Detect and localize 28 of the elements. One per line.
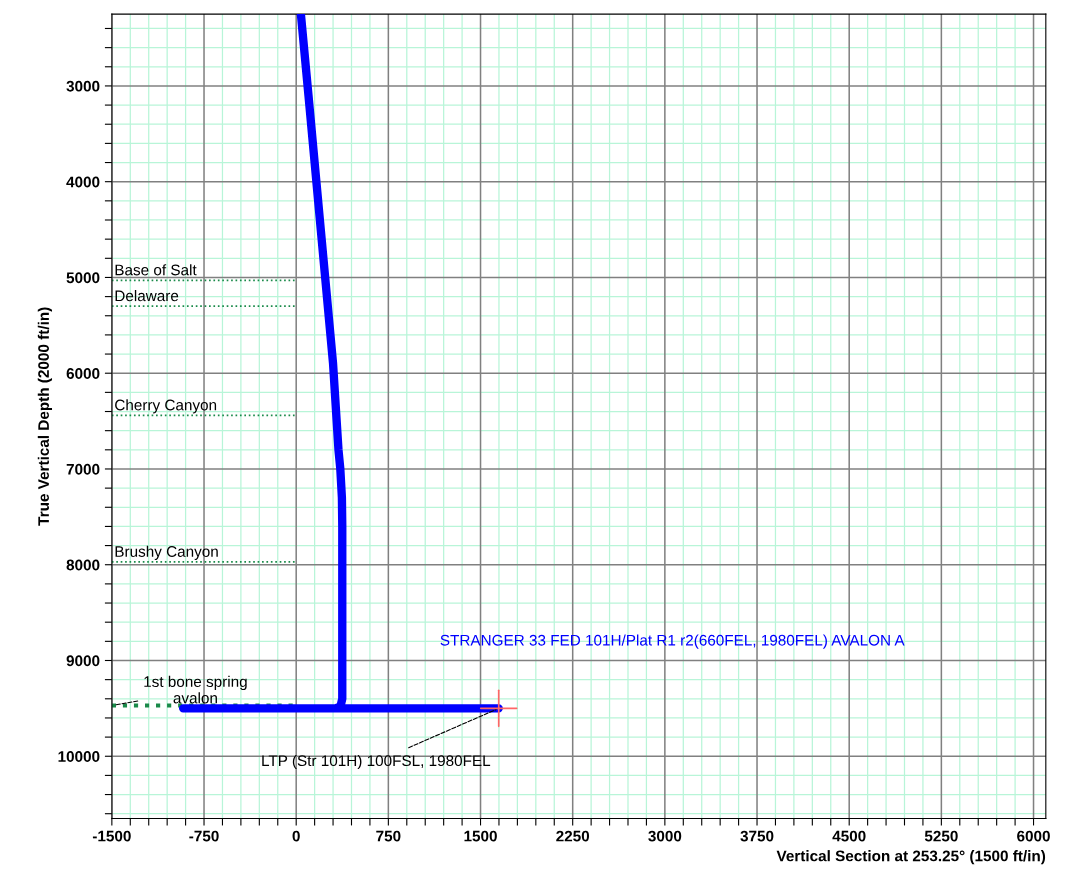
ref-line-label: 1st bone spring avalon (144, 675, 247, 704)
x-tick-label: 1500 (464, 830, 497, 842)
annotation: LTP (Str 101H) 100FSL, 1980FEL (262, 754, 491, 770)
x-tick-label: -750 (189, 830, 219, 842)
y-tick-label: 6000 (66, 368, 100, 379)
text: STRANGER 33 FED 101H/Plat R1 r2(660FEL, 1980FEL) AVALON A (440, 634, 905, 649)
x-tick-label: 5250 (924, 830, 958, 842)
y-tick-label: 4000 (66, 176, 100, 188)
ref-line-label: Delaware (115, 290, 179, 302)
x-tick-label: 0 (292, 830, 300, 842)
y-tick-label: 3000 (66, 80, 100, 92)
ref-line-label: Brushy Canyon (115, 545, 218, 560)
x-tick-label: 2250 (556, 830, 590, 842)
ref-line-label: Base of Salt (115, 264, 197, 276)
x-tick-label: 750 (376, 830, 401, 842)
x-tick-label: 3750 (740, 830, 774, 842)
x-tick-label: 3000 (648, 830, 682, 842)
y-tick-label: 7000 (66, 463, 100, 475)
y-tick-label: 9000 (66, 655, 100, 667)
y-axis-title: True Vertical Depth (2000 ft/in) (37, 307, 53, 526)
x-tick-label: 4500 (832, 830, 866, 842)
x-axis-title: Vertical Section at 253.25° (1500 ft/in) (776, 850, 1046, 865)
y-tick-label: 5000 (66, 272, 100, 284)
y-tick-label: 10000 (58, 751, 100, 762)
x-tick-label: -1500 (92, 830, 131, 842)
y-tick-label: 8000 (66, 559, 100, 571)
x-tick-label: 6000 (1017, 830, 1050, 842)
ref-line-label: Cherry Canyon (115, 399, 217, 414)
